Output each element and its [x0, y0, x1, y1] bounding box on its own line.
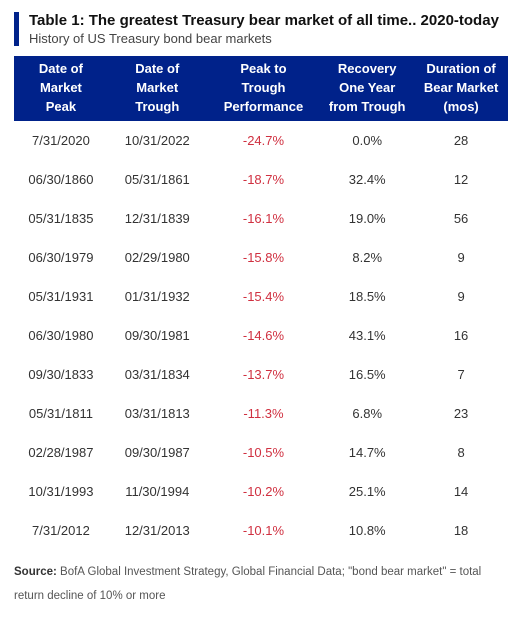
source-text: BofA Global Investment Strategy, Global … — [14, 566, 481, 602]
duration-value: 9 — [414, 238, 508, 277]
col-header-line: One Year — [322, 79, 412, 98]
col-header-line: Market — [110, 79, 205, 98]
recovery-value: 14.7% — [320, 433, 414, 472]
bear-market-table: Date ofMarketPeakDate ofMarketTroughPeak… — [14, 56, 508, 550]
duration-value: 12 — [414, 160, 508, 199]
col-header-line: Date of — [110, 60, 205, 79]
table-row: 06/30/197902/29/1980-15.8%8.2%9 — [14, 238, 508, 277]
table-body: 7/31/202010/31/2022-24.7%0.0%2806/30/186… — [14, 121, 508, 550]
header-block: Table 1: The greatest Treasury bear mark… — [14, 12, 508, 46]
trough-date: 01/31/1932 — [108, 277, 207, 316]
col-header-3: RecoveryOne Yearfrom Trough — [320, 56, 414, 121]
table-row: 10/31/199311/30/1994-10.2%25.1%14 — [14, 472, 508, 511]
duration-value: 56 — [414, 199, 508, 238]
col-header-line: Performance — [209, 98, 319, 117]
peak-date: 06/30/1979 — [14, 238, 108, 277]
duration-value: 28 — [414, 121, 508, 160]
table-row: 05/31/193101/31/1932-15.4%18.5%9 — [14, 277, 508, 316]
trough-date: 03/31/1813 — [108, 394, 207, 433]
table-title: Table 1: The greatest Treasury bear mark… — [29, 12, 508, 29]
peak-date: 7/31/2020 — [14, 121, 108, 160]
col-header-4: Duration ofBear Market(mos) — [414, 56, 508, 121]
trough-date: 10/31/2022 — [108, 121, 207, 160]
recovery-value: 0.0% — [320, 121, 414, 160]
col-header-line: Bear Market — [416, 79, 506, 98]
trough-date: 11/30/1994 — [108, 472, 207, 511]
perf-value: -10.1% — [207, 511, 321, 550]
table-row: 05/31/181103/31/1813-11.3%6.8%23 — [14, 394, 508, 433]
perf-value: -10.2% — [207, 472, 321, 511]
col-header-2: Peak toTroughPerformance — [207, 56, 321, 121]
recovery-value: 10.8% — [320, 511, 414, 550]
peak-date: 05/31/1835 — [14, 199, 108, 238]
peak-date: 02/28/1987 — [14, 433, 108, 472]
perf-value: -15.4% — [207, 277, 321, 316]
col-header-0: Date ofMarketPeak — [14, 56, 108, 121]
table-row: 7/31/202010/31/2022-24.7%0.0%28 — [14, 121, 508, 160]
col-header-line: Peak to — [209, 60, 319, 79]
trough-date: 12/31/2013 — [108, 511, 207, 550]
perf-value: -11.3% — [207, 394, 321, 433]
perf-value: -24.7% — [207, 121, 321, 160]
table-row: 05/31/183512/31/1839-16.1%19.0%56 — [14, 199, 508, 238]
trough-date: 09/30/1987 — [108, 433, 207, 472]
perf-value: -16.1% — [207, 199, 321, 238]
table-row: 06/30/186005/31/1861-18.7%32.4%12 — [14, 160, 508, 199]
source-note: Source: BofA Global Investment Strategy,… — [14, 560, 508, 608]
peak-date: 05/31/1811 — [14, 394, 108, 433]
perf-value: -18.7% — [207, 160, 321, 199]
recovery-value: 19.0% — [320, 199, 414, 238]
peak-date: 10/31/1993 — [14, 472, 108, 511]
col-header-line: (mos) — [416, 98, 506, 117]
perf-value: -10.5% — [207, 433, 321, 472]
col-header-line: Market — [16, 79, 106, 98]
col-header-line: Duration of — [416, 60, 506, 79]
duration-value: 16 — [414, 316, 508, 355]
perf-value: -15.8% — [207, 238, 321, 277]
trough-date: 05/31/1861 — [108, 160, 207, 199]
recovery-value: 32.4% — [320, 160, 414, 199]
table-subtitle: History of US Treasury bond bear markets — [29, 31, 508, 46]
perf-value: -13.7% — [207, 355, 321, 394]
recovery-value: 16.5% — [320, 355, 414, 394]
recovery-value: 8.2% — [320, 238, 414, 277]
duration-value: 8 — [414, 433, 508, 472]
perf-value: -14.6% — [207, 316, 321, 355]
trough-date: 09/30/1981 — [108, 316, 207, 355]
recovery-value: 43.1% — [320, 316, 414, 355]
recovery-value: 18.5% — [320, 277, 414, 316]
table-row: 7/31/201212/31/2013-10.1%10.8%18 — [14, 511, 508, 550]
peak-date: 05/31/1931 — [14, 277, 108, 316]
col-header-line: Trough — [209, 79, 319, 98]
recovery-value: 25.1% — [320, 472, 414, 511]
table-header: Date ofMarketPeakDate ofMarketTroughPeak… — [14, 56, 508, 121]
col-header-1: Date ofMarketTrough — [108, 56, 207, 121]
table-row: 02/28/198709/30/1987-10.5%14.7%8 — [14, 433, 508, 472]
peak-date: 06/30/1980 — [14, 316, 108, 355]
duration-value: 23 — [414, 394, 508, 433]
table-row: 06/30/198009/30/1981-14.6%43.1%16 — [14, 316, 508, 355]
trough-date: 12/31/1839 — [108, 199, 207, 238]
trough-date: 03/31/1834 — [108, 355, 207, 394]
table-row: 09/30/183303/31/1834-13.7%16.5%7 — [14, 355, 508, 394]
col-header-line: Recovery — [322, 60, 412, 79]
duration-value: 14 — [414, 472, 508, 511]
duration-value: 18 — [414, 511, 508, 550]
peak-date: 7/31/2012 — [14, 511, 108, 550]
source-label: Source: — [14, 566, 57, 578]
duration-value: 9 — [414, 277, 508, 316]
col-header-line: Trough — [110, 98, 205, 117]
peak-date: 09/30/1833 — [14, 355, 108, 394]
col-header-line: from Trough — [322, 98, 412, 117]
duration-value: 7 — [414, 355, 508, 394]
col-header-line: Date of — [16, 60, 106, 79]
col-header-line: Peak — [16, 98, 106, 117]
trough-date: 02/29/1980 — [108, 238, 207, 277]
recovery-value: 6.8% — [320, 394, 414, 433]
peak-date: 06/30/1860 — [14, 160, 108, 199]
